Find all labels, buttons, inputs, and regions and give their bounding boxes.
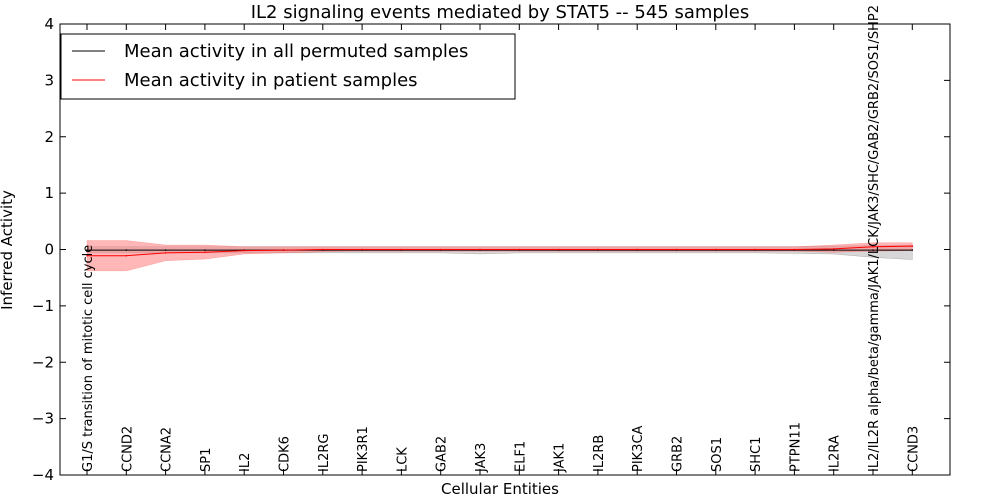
y-tick-label: −3 (32, 410, 54, 428)
x-tick-label: IL2RA (828, 435, 843, 472)
x-tick-label: G1/S transition of mitotic cell cycle (81, 245, 96, 472)
point-patient (400, 248, 403, 251)
point-patient (911, 245, 914, 247)
point-patient (361, 248, 363, 251)
point-permuted (86, 249, 88, 251)
line-patient (87, 245, 913, 257)
point-permuted (204, 249, 206, 251)
legend-box (60, 33, 516, 100)
point-patient (675, 248, 678, 251)
x-tick-label: GAB2 (435, 436, 450, 472)
point-patient (557, 248, 560, 251)
point-patient (715, 248, 717, 251)
x-tick-label: IL2/IL2R alpha/beta/gamma/JAK1/LCK/JAK3/… (867, 5, 882, 472)
y-tick-label: −1 (32, 297, 54, 315)
point-patient (636, 248, 638, 251)
x-tick-label: CDK6 (278, 436, 293, 472)
legend-label-patient: Mean activity in patient samples (124, 70, 418, 91)
y-axis-label: Inferred Activity (0, 190, 16, 310)
x-tick-label: LCK (395, 447, 410, 472)
point-patient (282, 249, 285, 251)
legend-label-permuted: Mean activity in all permuted samples (124, 41, 468, 62)
point-patient (86, 254, 88, 257)
point-patient (793, 248, 796, 251)
x-tick-label: SP1 (199, 448, 214, 472)
point-patient (204, 251, 206, 254)
series-lines (86, 245, 914, 257)
x-axis-label: Cellular Entities (441, 480, 559, 498)
x-axis: G1/S transition of mitotic cell cycle CCN… (81, 5, 921, 475)
x-tick-label: CCNA2 (160, 427, 175, 472)
x-tick-label: CCND3 (906, 426, 921, 472)
x-tick-label: SHC1 (749, 437, 764, 472)
x-tick-label: SOS1 (710, 437, 725, 472)
x-tick-label: ELF1 (513, 441, 528, 472)
point-patient (322, 248, 324, 251)
point-patient (518, 248, 521, 251)
y-tick-label: 2 (44, 128, 54, 146)
x-tick-label: IL2 (238, 453, 253, 472)
legend: Mean activity in all permuted samples Me… (60, 33, 516, 100)
point-patient (439, 248, 442, 251)
chart-title: IL2 signaling events mediated by STAT5 -… (251, 2, 750, 23)
y-tick-label: 4 (44, 15, 54, 33)
point-patient (872, 245, 874, 248)
x-tick-label: GRB2 (671, 436, 686, 472)
y-tick-label: −4 (32, 466, 54, 484)
x-tick-label: JAK3 (474, 443, 489, 473)
point-permuted (164, 249, 167, 251)
point-permuted (832, 249, 835, 251)
y-tick-label: 3 (44, 71, 54, 89)
point-patient (754, 248, 756, 251)
point-patient (164, 252, 167, 254)
point-patient (597, 248, 599, 251)
point-permuted (125, 249, 128, 251)
y-tick-label: 0 (44, 241, 54, 259)
point-patient (479, 248, 481, 251)
y-axis: −4 −3 −2 −1 0 1 2 3 4 (32, 15, 950, 484)
x-tick-label: PTPN11 (788, 422, 803, 472)
point-patient (832, 248, 835, 250)
x-tick-label: JAK1 (553, 443, 568, 473)
y-tick-label: 1 (44, 184, 54, 202)
x-tick-label: PIK3R1 (356, 426, 371, 472)
x-tick-label: PIK3CA (631, 425, 646, 472)
y-tick-label: −2 (32, 353, 54, 371)
point-permuted (911, 249, 914, 251)
point-patient (243, 249, 245, 252)
x-tick-label: CCND2 (120, 426, 135, 472)
point-permuted (872, 249, 874, 251)
point-patient (125, 254, 128, 257)
x-tick-label: IL2RG (317, 434, 332, 472)
x-tick-label: IL2RB (592, 435, 607, 472)
